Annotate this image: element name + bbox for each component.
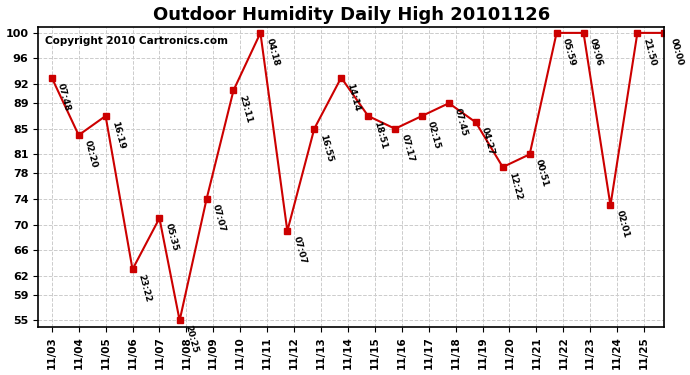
Text: 02:20: 02:20 [83,139,99,169]
Text: 07:48: 07:48 [56,82,72,112]
Text: 05:59: 05:59 [561,37,577,67]
Text: 16:19: 16:19 [110,120,126,150]
Text: 12:22: 12:22 [507,171,523,201]
Text: 00:00: 00:00 [669,37,684,66]
Text: Copyright 2010 Cartronics.com: Copyright 2010 Cartronics.com [45,36,228,45]
Text: 00:51: 00:51 [534,159,550,188]
Text: 20:25: 20:25 [184,325,200,354]
Text: 09:06: 09:06 [588,37,604,67]
Text: 07:17: 07:17 [400,133,415,163]
Text: 21:50: 21:50 [642,37,658,67]
Text: 23:11: 23:11 [237,94,254,124]
Text: 02:01: 02:01 [615,210,631,239]
Text: 04:27: 04:27 [480,126,496,157]
Text: 23:22: 23:22 [137,273,152,303]
Text: 14:14: 14:14 [346,82,362,112]
Text: 16:55: 16:55 [319,133,335,163]
Text: 07:07: 07:07 [291,235,308,265]
Text: 18:51: 18:51 [373,120,388,150]
Text: 05:35: 05:35 [164,222,179,252]
Title: Outdoor Humidity Daily High 20101126: Outdoor Humidity Daily High 20101126 [152,6,550,24]
Text: 07:07: 07:07 [210,203,227,233]
Text: 07:45: 07:45 [453,107,469,138]
Text: 02:15: 02:15 [426,120,442,150]
Text: 04:18: 04:18 [264,37,281,67]
